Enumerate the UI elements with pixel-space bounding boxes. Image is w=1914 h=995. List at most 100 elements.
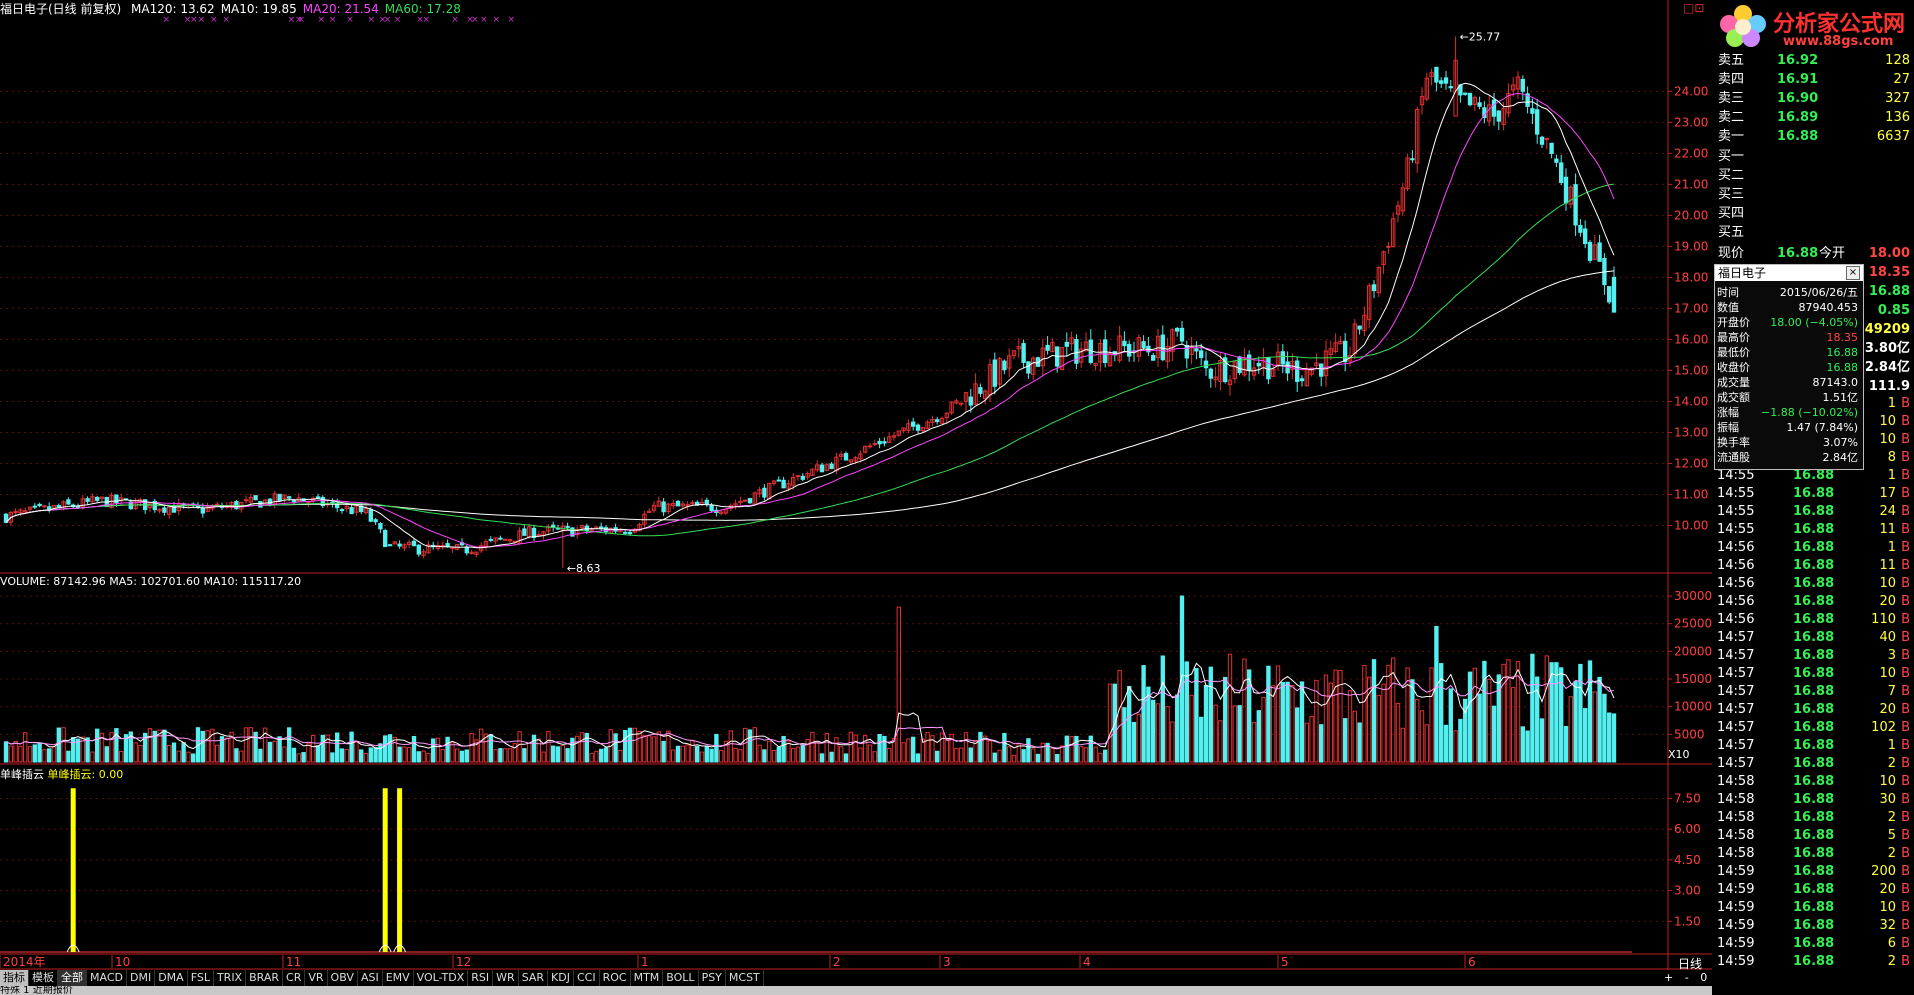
tab-cci[interactable]: CCI — [574, 970, 600, 986]
volume-bar — [560, 744, 565, 763]
tab-vol-tdx[interactable]: VOL-TDX — [414, 970, 469, 986]
candle-body — [915, 424, 921, 431]
tick-time: 14:57 — [1717, 666, 1755, 681]
signal-mark: × — [163, 15, 171, 25]
volume-bar — [963, 732, 969, 763]
tab-wr[interactable]: WR — [493, 970, 519, 986]
candle-body — [839, 453, 844, 457]
volume-bar — [1453, 730, 1458, 763]
tab-指标[interactable]: 指标 — [0, 970, 29, 986]
tab-全部[interactable]: 全部 — [58, 970, 87, 986]
volume-bar — [1458, 718, 1463, 763]
popup-row-value: 1.51亿 — [1822, 391, 1859, 404]
candle-body — [1026, 361, 1031, 374]
popup-title: 福日电子 — [1715, 265, 1863, 281]
candle-body — [824, 464, 829, 471]
volume-bar — [911, 736, 916, 763]
tick-time: 14:59 — [1717, 882, 1755, 897]
volume-bar — [1477, 693, 1482, 763]
candle-body — [1011, 350, 1017, 357]
volume-bar — [1314, 680, 1319, 763]
candle-body — [234, 500, 239, 510]
tab-dmi[interactable]: DMI — [127, 970, 156, 986]
tick-price: 16.88 — [1793, 666, 1835, 681]
candle-body — [1607, 286, 1612, 303]
candle-body — [1314, 362, 1319, 367]
candle-body — [1170, 329, 1175, 353]
buy-level-row: 买三 — [1713, 186, 1914, 204]
volume-bar — [1103, 749, 1108, 763]
candle-body — [1554, 158, 1559, 163]
tab-kdj[interactable]: KDJ — [548, 970, 574, 986]
volume-bar — [1083, 747, 1089, 763]
candle-body — [8, 512, 13, 523]
candle-body — [1175, 327, 1180, 332]
tab-rsi[interactable]: RSI — [468, 970, 494, 986]
volume-bar — [863, 735, 868, 763]
x-axis-label: 11 — [286, 955, 301, 969]
window-buttons[interactable]: □⊡ — [1683, 1, 1704, 15]
candle-body — [1525, 93, 1530, 107]
zoom-out-button[interactable]: - — [1684, 971, 1689, 984]
restore-icon[interactable]: □ — [1683, 1, 1695, 15]
volume-bar — [1539, 718, 1545, 763]
volume-bar — [224, 737, 229, 763]
tab-asi[interactable]: ASI — [358, 970, 383, 986]
volume-bar — [589, 752, 594, 763]
volume-bar — [1424, 724, 1429, 763]
period-label[interactable]: 日线 — [1678, 957, 1703, 971]
maximize-icon[interactable]: ⊡ — [1694, 1, 1705, 15]
volume-bar — [1607, 712, 1612, 763]
candle-body — [1237, 356, 1242, 374]
tab-vr[interactable]: VR — [305, 970, 328, 986]
tick-row: 14:58 16.88 2 B — [1713, 809, 1914, 827]
tab-sar[interactable]: SAR — [519, 970, 549, 986]
tab-trix[interactable]: TRIX — [214, 970, 247, 986]
tick-side: B — [1901, 954, 1910, 969]
tick-row: 14:56 16.88 11 B — [1713, 557, 1914, 575]
tick-row: 14:58 16.88 5 B — [1713, 827, 1914, 845]
popup-row-value: 1.47 (7.84%) — [1786, 421, 1858, 434]
tick-time: 14:59 — [1717, 918, 1755, 933]
popup-row: 涨幅 −1.88 (−10.02%) — [1717, 405, 1860, 420]
level-label: 买四 — [1718, 206, 1745, 221]
tick-side: B — [1901, 396, 1910, 411]
candle-body — [1203, 360, 1209, 369]
price-tick-label: 17.00 — [1674, 301, 1708, 315]
tab-fsl[interactable]: FSL — [188, 970, 214, 986]
reset-button[interactable]: 0 — [1700, 971, 1708, 984]
kline-chart-area[interactable]: 24.0023.0022.0021.0020.0019.0018.0017.00… — [0, 0, 1712, 970]
volume-bar — [133, 742, 138, 763]
volume-bar — [642, 735, 647, 763]
tick-price: 16.88 — [1793, 594, 1835, 609]
candle-body — [944, 412, 949, 419]
tab-brar[interactable]: BRAR — [246, 970, 284, 986]
tab-dma[interactable]: DMA — [155, 970, 188, 986]
tab-boll[interactable]: BOLL — [663, 970, 699, 986]
volume-bar — [1419, 710, 1425, 763]
volume-bar — [733, 747, 738, 763]
volume-bar — [186, 751, 191, 763]
level-volume: 327 — [1885, 91, 1910, 106]
x-axis-label: 1 — [641, 955, 649, 969]
volume-bar — [546, 730, 551, 763]
tab-mtm[interactable]: MTM — [631, 970, 664, 986]
volume-bar — [978, 731, 983, 763]
tab-psy[interactable]: PSY — [699, 970, 726, 986]
tick-time: 14:58 — [1717, 774, 1755, 789]
tab-obv[interactable]: OBV — [328, 970, 358, 986]
tab-mcst[interactable]: MCST — [726, 970, 764, 986]
tick-time: 14:57 — [1717, 684, 1755, 699]
tab-roc[interactable]: ROC — [600, 970, 631, 986]
tick-price: 16.88 — [1793, 900, 1835, 915]
tab-emv[interactable]: EMV — [383, 970, 414, 986]
volume-bar — [1491, 705, 1497, 763]
tab-macd[interactable]: MACD — [87, 970, 127, 986]
tab-模板[interactable]: 模板 — [29, 970, 58, 986]
volume-bar — [339, 748, 345, 763]
zoom-in-button[interactable]: + — [1664, 971, 1674, 984]
close-icon[interactable]: × — [1846, 266, 1860, 280]
tab-cr[interactable]: CR — [283, 970, 306, 986]
volume-bar — [1338, 670, 1343, 763]
ma-value: MA20: 21.54 — [302, 2, 379, 16]
